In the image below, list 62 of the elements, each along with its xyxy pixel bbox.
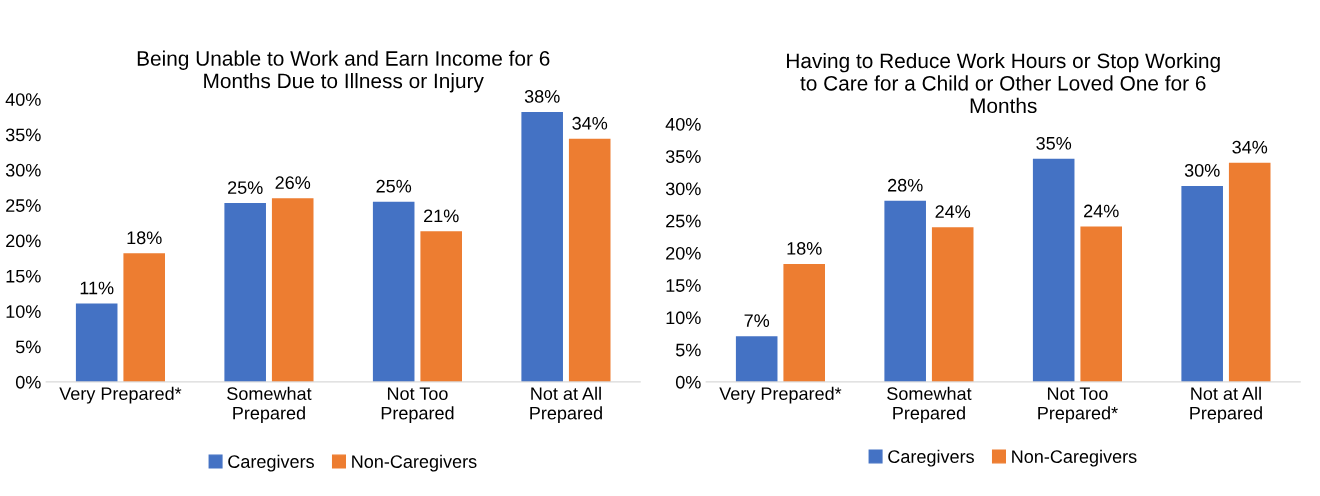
x-tick-label: Very Prepared*: [719, 386, 842, 404]
x-tick-label: Somewhat Prepared: [887, 386, 972, 424]
x-tick-label: Not at All Prepared: [1190, 386, 1262, 424]
y-tick-label: 25%: [666, 214, 701, 228]
data-label: 18%: [787, 242, 822, 255]
bar: [224, 203, 266, 382]
y-tick-label: 35%: [5, 128, 41, 142]
data-label: 18%: [127, 231, 162, 245]
x-tick-label: Not Too Prepared: [381, 387, 454, 424]
y-tick-label: 15%: [666, 279, 701, 292]
bar: [1228, 162, 1271, 382]
data-label: 26%: [275, 176, 311, 190]
y-tick-label: 20%: [666, 246, 701, 260]
y-tick-label: 10%: [666, 311, 701, 325]
y-tick-label: 0%: [15, 375, 41, 389]
y-tick-label: 15%: [6, 269, 41, 283]
y-tick-label: 40%: [5, 93, 41, 106]
data-label: 28%: [888, 178, 923, 192]
bar: [521, 111, 563, 382]
data-label: 34%: [1232, 140, 1268, 154]
data-label: 11%: [80, 281, 114, 295]
legend-label: Non-Caregivers: [352, 454, 477, 472]
y-tick-label: 25%: [6, 199, 41, 212]
y-tick-label: 30%: [5, 163, 41, 177]
y-tick-label: 35%: [665, 150, 701, 163]
data-label: 21%: [424, 209, 459, 223]
data-label: 30%: [1184, 163, 1220, 177]
legend-label: Caregivers: [888, 449, 974, 467]
chart-title: Having to Reduce Work Hours or Stop Working to Care for a Child or Other Loved One for 6 Months: [787, 52, 1220, 114]
bar: [931, 227, 974, 382]
bar: [420, 231, 462, 382]
y-tick-label: 40%: [665, 117, 701, 131]
data-label: 25%: [228, 181, 263, 194]
y-tick-label: 0%: [675, 375, 701, 389]
x-tick-label: Not Too Prepared*: [1038, 387, 1118, 424]
bar: [568, 138, 611, 382]
bar: [75, 303, 118, 382]
x-tick-label: Somewhat Prepared: [227, 386, 312, 424]
data-label: 25%: [376, 179, 412, 193]
bar: [884, 200, 926, 382]
legend-label: Non-Caregivers: [1012, 449, 1137, 467]
data-label: 34%: [572, 116, 608, 130]
data-label: 24%: [1084, 204, 1119, 218]
data-label: 7%: [744, 314, 770, 327]
x-tick-label: Not at All Prepared: [530, 386, 602, 424]
bar: [1032, 158, 1075, 382]
data-label: 24%: [935, 205, 971, 218]
bar: [372, 201, 415, 382]
y-tick-label: 10%: [6, 305, 41, 318]
y-tick-label: 5%: [15, 340, 41, 354]
y-tick-label: 5%: [675, 343, 701, 357]
bar: [271, 198, 314, 382]
data-label: 35%: [1036, 136, 1072, 150]
bar: [735, 336, 778, 382]
bar: [123, 253, 165, 382]
y-tick-label: 30%: [665, 182, 701, 196]
y-tick-label: 20%: [6, 234, 41, 248]
legend-label: Caregivers: [228, 454, 314, 472]
bar: [1080, 226, 1122, 382]
bar: [1181, 185, 1223, 382]
x-tick-label: Very Prepared*: [59, 386, 182, 404]
bar: [783, 263, 825, 382]
